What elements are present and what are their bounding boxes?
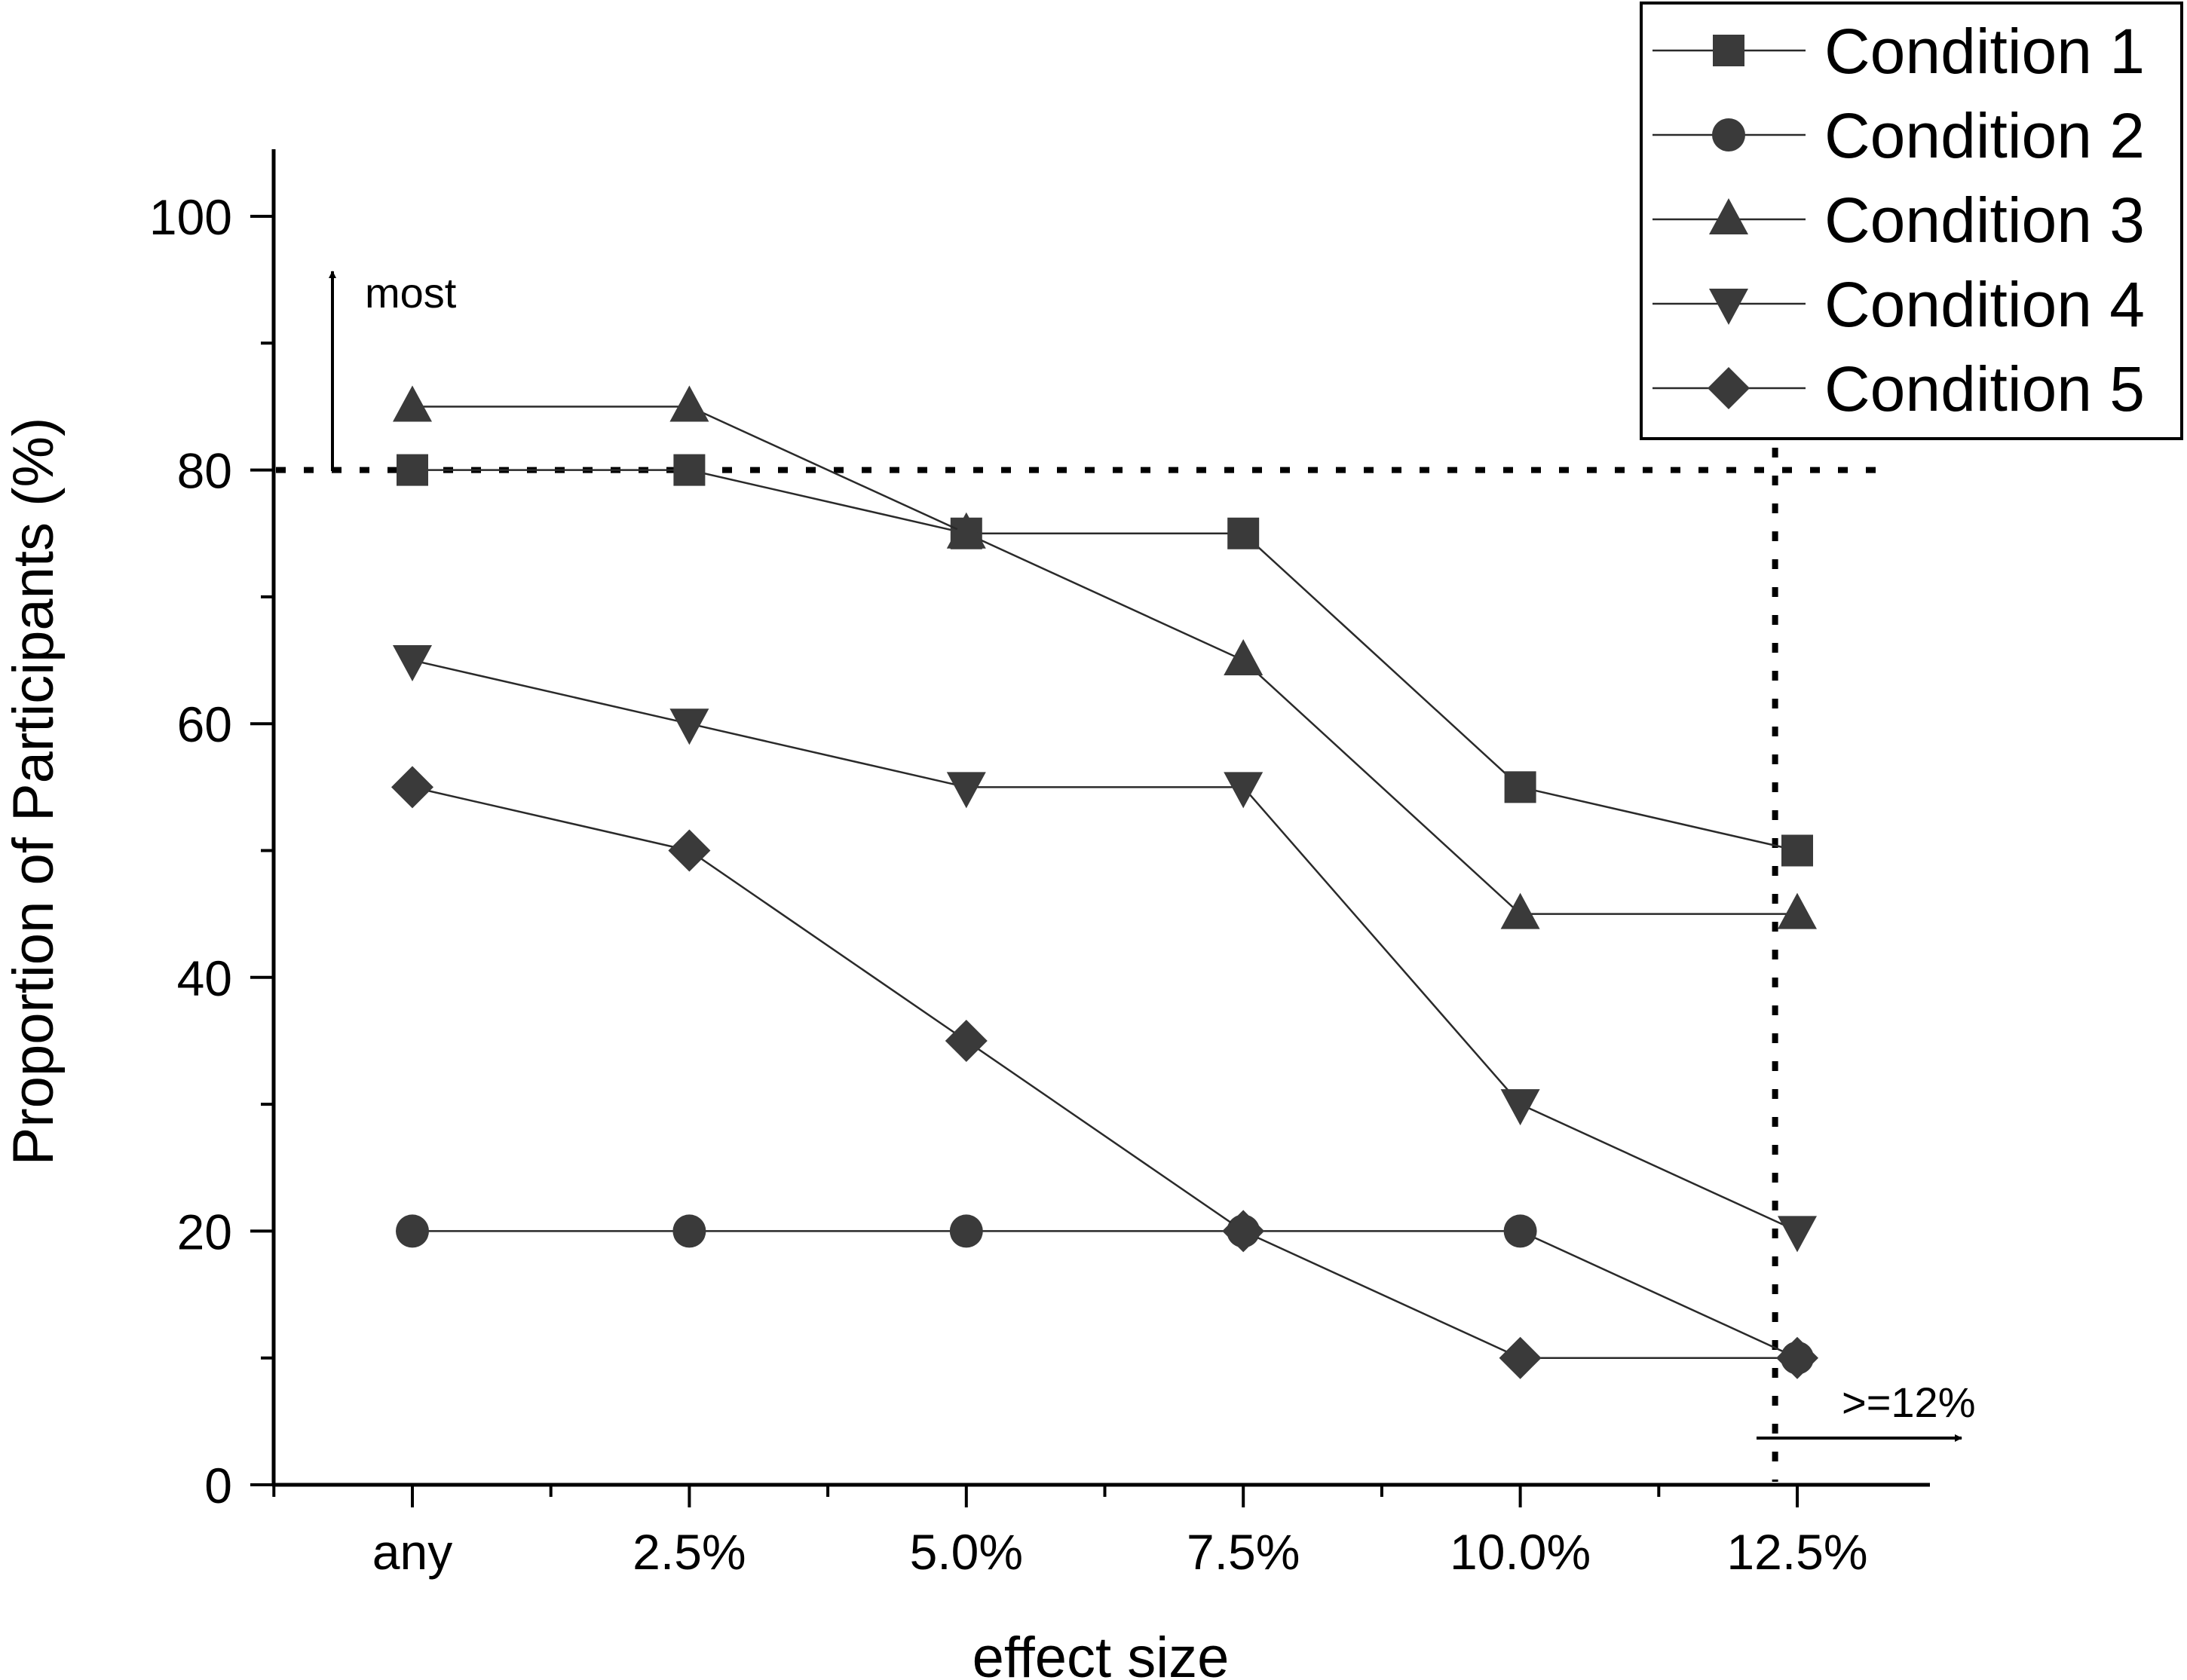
legend-marker [1713, 35, 1744, 66]
y-tick-label: 60 [177, 696, 232, 752]
data-point [669, 708, 709, 745]
x-tick-label: 5.0% [910, 1524, 1023, 1580]
reference-lines [276, 448, 1892, 1482]
data-point [669, 385, 709, 422]
legend-item: Condition 3 [1653, 185, 2145, 256]
annotations: most >=12% [329, 269, 1976, 1442]
y-tick-label: 0 [204, 1458, 232, 1513]
data-point [1504, 771, 1536, 803]
data-point [391, 766, 433, 809]
data-point [396, 1214, 429, 1248]
series-line [412, 469, 1798, 852]
legend-item: Condition 5 [1653, 353, 2145, 424]
data-point [1224, 639, 1263, 676]
data-point [1500, 1089, 1540, 1126]
data-point [1499, 1336, 1542, 1379]
legend-item: Condition 1 [1653, 16, 2145, 87]
data-point [672, 1214, 706, 1248]
data-point [1778, 1216, 1817, 1253]
legend-label: Condition 2 [1824, 100, 2145, 171]
y-ticks: 0 20 40 60 80 100 [149, 189, 274, 1513]
data-point [668, 829, 711, 872]
legend: Condition 1 Condition 2 Condition 3 Conditi… [1640, 2, 2183, 440]
legend-marker [1709, 289, 1748, 325]
x-tick-label: any [372, 1524, 452, 1580]
data-point [1778, 892, 1817, 929]
legend-marker [1712, 118, 1745, 151]
y-tick-label: 100 [149, 189, 232, 245]
data-point [945, 1019, 988, 1062]
series-layer [391, 385, 1818, 1379]
x-axis-title: effect size [973, 1626, 1230, 1680]
legend-label: Condition 3 [1824, 185, 2145, 256]
ge12-annotation: >=12% [1842, 1379, 1976, 1426]
legend-item: Condition 2 [1653, 100, 2145, 171]
data-point [1222, 1210, 1265, 1253]
series-1 [397, 454, 1813, 867]
data-point [946, 512, 986, 549]
legend-label: Condition 1 [1824, 16, 2145, 87]
series-line [412, 405, 1797, 915]
data-point [673, 454, 706, 486]
series-5 [391, 766, 1818, 1379]
y-tick-label: 40 [177, 950, 232, 1006]
data-point [1776, 1336, 1818, 1379]
series-line [412, 1230, 1798, 1359]
data-point [946, 772, 986, 809]
data-point [1500, 892, 1540, 929]
x-tick-label: 10.0% [1450, 1524, 1591, 1580]
y-tick-label: 20 [177, 1204, 232, 1259]
data-point [393, 385, 432, 422]
data-point [1503, 1214, 1537, 1248]
series-4 [393, 645, 1817, 1253]
series-line [412, 786, 1797, 1359]
y-axis-title: Proportion of Participants (%) [2, 418, 66, 1166]
data-point [949, 1214, 983, 1248]
data-point [1781, 834, 1813, 867]
axes [271, 149, 1930, 1487]
series-line [412, 659, 1798, 1232]
series-3 [393, 385, 1817, 929]
data-point [1227, 517, 1260, 549]
x-tick-label: 12.5% [1726, 1524, 1867, 1580]
series-2 [396, 1214, 1814, 1375]
legend-item: Condition 4 [1653, 269, 2145, 340]
legend-marker [1709, 198, 1748, 234]
x-tick-label: 7.5% [1187, 1524, 1300, 1580]
data-point [1224, 772, 1263, 809]
legend-marker [1708, 367, 1750, 409]
x-ticks: any 2.5% 5.0% 7.5% 10.0% 12.5% [272, 1485, 1868, 1580]
x-tick-label: 2.5% [633, 1524, 746, 1580]
data-point [397, 454, 428, 486]
y-tick-label: 80 [177, 443, 232, 499]
legend-label: Condition 5 [1824, 353, 2145, 424]
most-annotation: most [365, 269, 457, 317]
legend-label: Condition 4 [1824, 269, 2145, 340]
data-point [393, 645, 432, 682]
